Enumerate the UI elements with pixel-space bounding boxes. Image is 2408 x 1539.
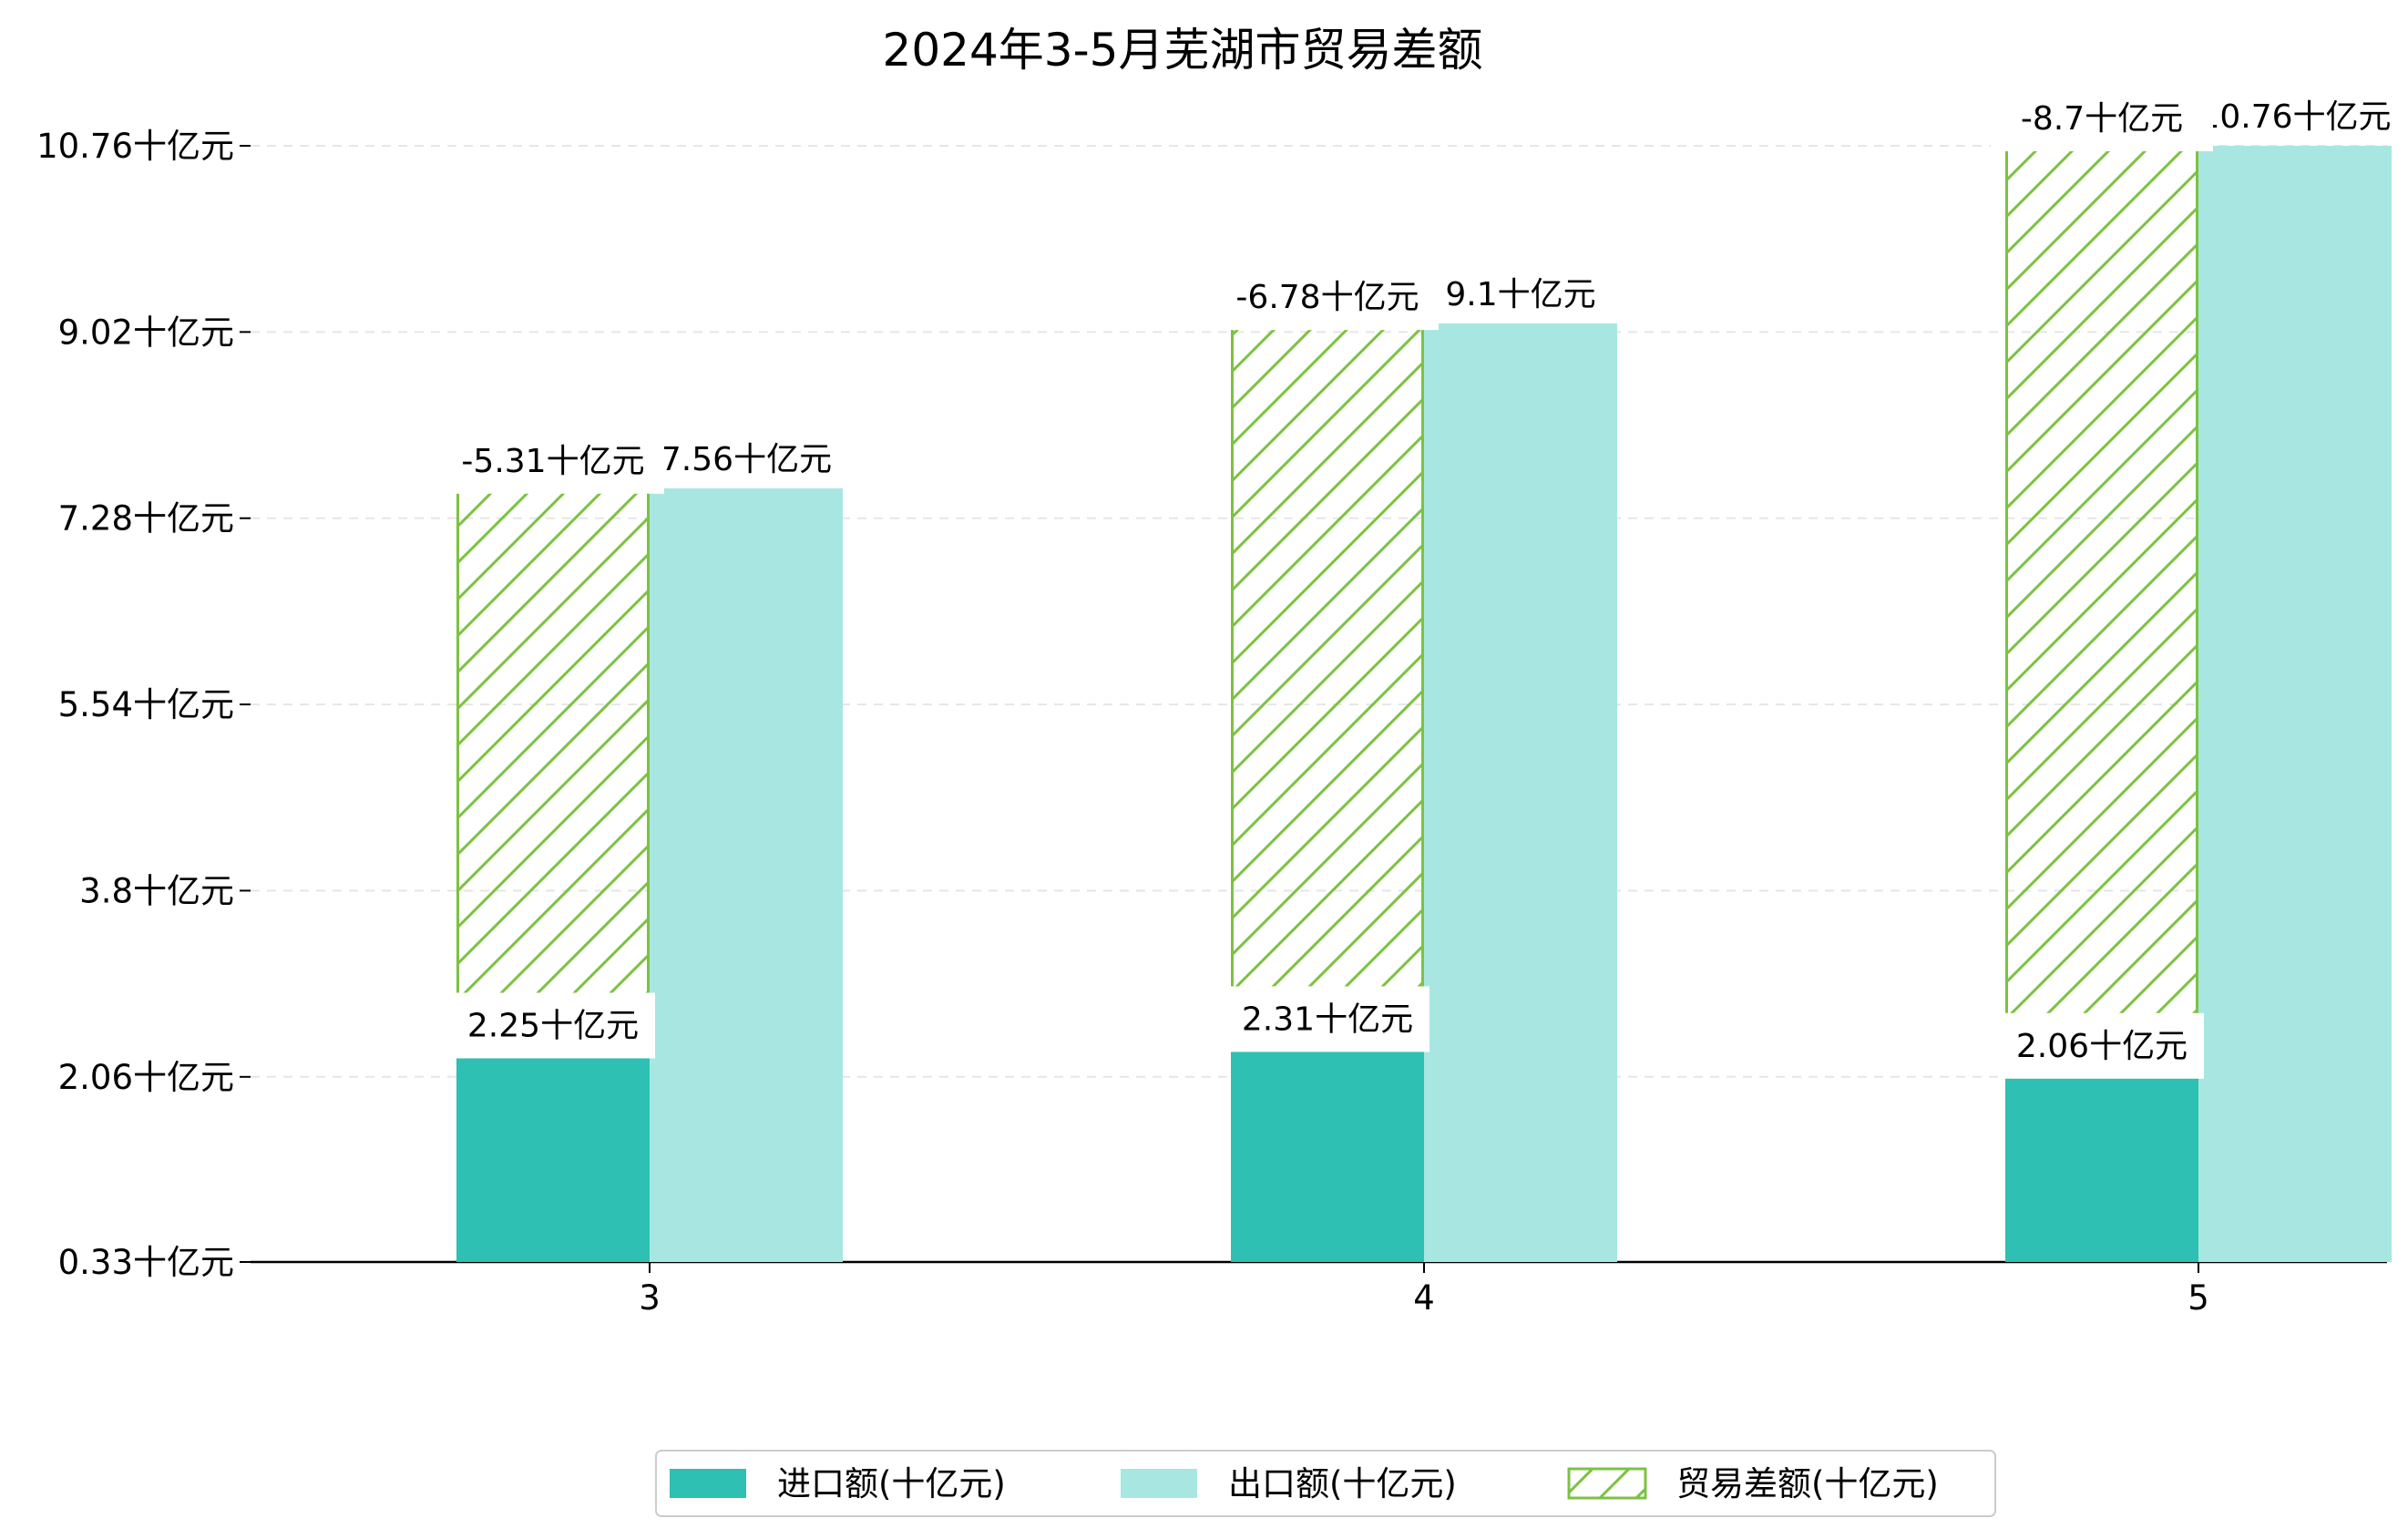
data-labels: 7.56十亿元 -5.31十亿元 2.25十亿元 9.1十亿元 -6.78十亿元 2.31… [442,86,2392,1079]
data-label-box [1225,986,1429,1052]
data-label-box [442,427,664,494]
bar-import [2005,1076,2198,1262]
data-label-import: 2.31十亿元 [1242,1000,1413,1038]
data-label-box [1216,264,1439,331]
legend-label: 出口额(十亿元) [1228,1464,1457,1503]
legend-swatch [1567,1467,1647,1500]
y-tick-label: 9.02十亿元 [58,313,234,352]
bar-export [1424,323,1617,1262]
y-tick-label: 0.33十亿元 [58,1243,234,1282]
y-tick-label: 3.8十亿元 [79,871,234,910]
legend-import: 进口额(十亿元) [670,1464,1006,1503]
x-tick-label: 5 [2188,1278,2209,1318]
bar-import [456,1056,650,1262]
bar-import [1231,1050,1424,1262]
x-tick-label: 3 [639,1278,661,1318]
data-label-box [2000,1012,2204,1079]
data-label-trade-balance: -8.7十亿元 [2021,100,2183,138]
y-tick-label: 2.06十亿元 [58,1058,234,1097]
legend-label: 贸易差额(十亿元) [1676,1464,1939,1503]
data-label-import: 2.06十亿元 [2016,1028,2188,1065]
bar-trade-balance [2005,144,2198,1079]
data-label-export: 10.76十亿元 [2198,98,2391,136]
data-label-export: 7.56十亿元 [661,441,832,478]
data-label-box [451,992,655,1059]
legend-export: 出口额(十亿元) [1121,1464,1457,1503]
legend: 进口额(十亿元) 出口额(十亿元) 贸易差额(十亿元) [655,1450,1996,1517]
legend-swatch [1121,1469,1197,1498]
data-label-trade-balance: -5.31十亿元 [461,443,644,480]
legend-label: 进口额(十亿元) [777,1464,1006,1503]
y-tick-label: 10.76十亿元 [36,127,234,166]
data-label-import: 2.25十亿元 [467,1007,639,1044]
legend-swatch [670,1469,746,1498]
bar-trade-balance [1231,323,1424,1052]
x-axis: 3 4 5 [251,1260,2387,1318]
bars [456,144,2392,1262]
data-label-export: 9.1十亿元 [1445,276,1595,313]
x-tick-label: 4 [1413,1278,1435,1318]
bar-export [2198,146,2392,1262]
legend-frame [655,1450,1996,1517]
legend-trade-balance: 贸易差额(十亿元) [1567,1464,1939,1503]
data-label-box [1991,86,2213,151]
bar-trade-balance [456,487,650,1058]
bar-export [650,487,843,1262]
data-label-trade-balance: -6.78十亿元 [1235,279,1419,316]
y-tick-label: 7.28十亿元 [58,499,234,539]
y-tick-label: 5.54十亿元 [58,685,234,724]
y-axis: 0.33十亿元 2.06十亿元 3.8十亿元 5.54十亿元 7.28十亿元 9.02十亿… [36,127,251,1282]
chart-title: 2024年3-5月芜湖市贸易差额 [883,24,1483,77]
